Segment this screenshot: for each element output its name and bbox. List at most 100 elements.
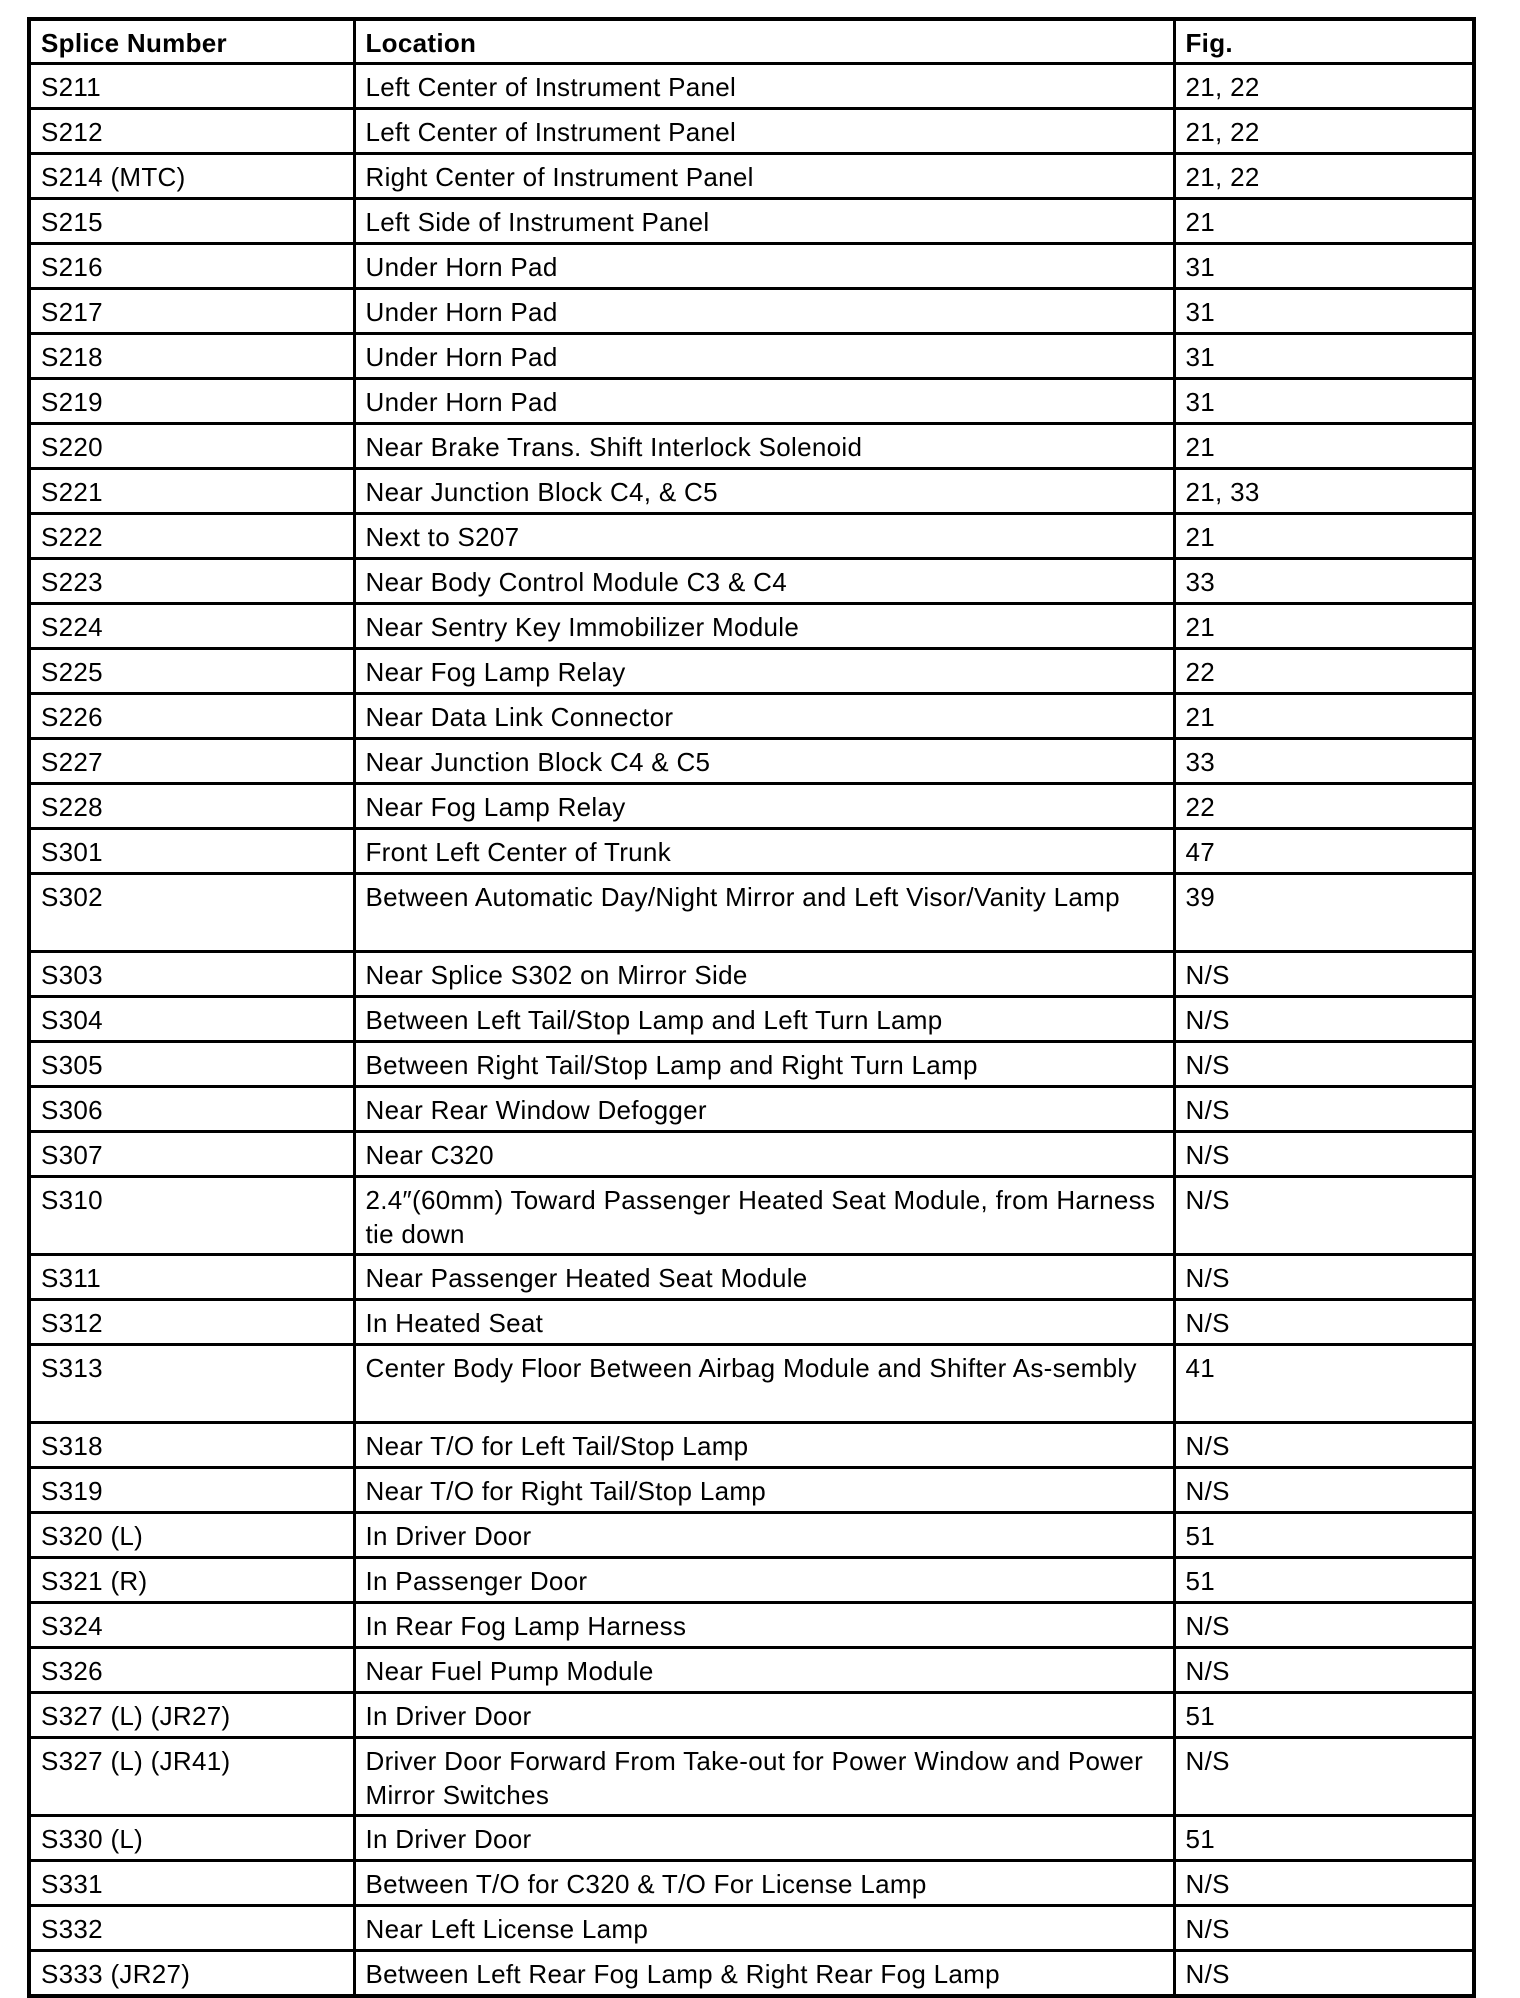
fig-cell: N/S (1172, 1130, 1476, 1178)
table-row: S212 Left Center of Instrument Panel 21, 2… (27, 107, 1476, 155)
table-row: S302 Between Automatic Day/Night Mirror a… (27, 872, 1476, 953)
splice-number-cell: S228 (27, 782, 356, 830)
location-cell: Under Horn Pad (352, 377, 1176, 425)
table-header-row: Splice Number Location Fig. (27, 17, 1476, 65)
fig-cell: N/S (1172, 995, 1476, 1043)
splice-number-cell: S305 (27, 1040, 356, 1088)
table-row: S318 Near T/O for Left Tail/Stop Lamp N/S (27, 1421, 1476, 1469)
splice-number-cell: S312 (27, 1298, 356, 1346)
splice-number-cell: S330 (L) (27, 1814, 356, 1862)
splice-number-cell: S310 (27, 1175, 356, 1256)
location-cell: Near T/O for Left Tail/Stop Lamp (352, 1421, 1176, 1469)
location-cell: Left Side of Instrument Panel (352, 197, 1176, 245)
splice-location-table: Splice Number Location Fig. S211 Left Cen… (27, 17, 1476, 1998)
fig-cell: N/S (1172, 1040, 1476, 1088)
fig-cell: 21, 33 (1172, 467, 1476, 515)
location-cell: Between Left Tail/Stop Lamp and Left Tur… (352, 995, 1176, 1043)
splice-number-cell: S217 (27, 287, 356, 335)
splice-number-cell: S215 (27, 197, 356, 245)
table-row: S225 Near Fog Lamp Relay 22 (27, 647, 1476, 695)
splice-number-cell: S304 (27, 995, 356, 1043)
splice-number-cell: S313 (27, 1343, 356, 1424)
header-location: Location (352, 17, 1176, 65)
table-row: S330 (L) In Driver Door 51 (27, 1814, 1476, 1862)
splice-number-cell: S320 (L) (27, 1511, 356, 1559)
splice-number-cell: S226 (27, 692, 356, 740)
table-row: S214 (MTC) Right Center of Instrument Pan… (27, 152, 1476, 200)
fig-cell: 33 (1172, 557, 1476, 605)
location-cell: Near Rear Window Defogger (352, 1085, 1176, 1133)
table-row: S313 Center Body Floor Between Airbag Mod… (27, 1343, 1476, 1424)
fig-cell: N/S (1172, 1466, 1476, 1514)
splice-number-cell: S319 (27, 1466, 356, 1514)
fig-cell: 51 (1172, 1556, 1476, 1604)
fig-cell: 21, 22 (1172, 62, 1476, 110)
splice-number-cell: S223 (27, 557, 356, 605)
splice-number-cell: S333 (JR27) (27, 1949, 356, 1998)
header-splice-number: Splice Number (27, 17, 356, 65)
table-row: S217 Under Horn Pad 31 (27, 287, 1476, 335)
table-row: S223 Near Body Control Module C3 & C4 33 (27, 557, 1476, 605)
fig-cell: 31 (1172, 332, 1476, 380)
location-cell: Under Horn Pad (352, 242, 1176, 290)
location-cell: In Driver Door (352, 1511, 1176, 1559)
location-cell: Near Splice S302 on Mirror Side (352, 950, 1176, 998)
table-row: S301 Front Left Center of Trunk 47 (27, 827, 1476, 875)
table-row: S226 Near Data Link Connector 21 (27, 692, 1476, 740)
table-row: S311 Near Passenger Heated Seat Module N/S (27, 1253, 1476, 1301)
splice-number-cell: S332 (27, 1904, 356, 1952)
splice-number-cell: S302 (27, 872, 356, 953)
location-cell: Under Horn Pad (352, 332, 1176, 380)
location-cell: Between Left Rear Fog Lamp & Right Rear … (352, 1949, 1176, 1998)
table-row: S320 (L) In Driver Door 51 (27, 1511, 1476, 1559)
location-cell: In Driver Door (352, 1691, 1176, 1739)
fig-cell: 47 (1172, 827, 1476, 875)
table-row: S219 Under Horn Pad 31 (27, 377, 1476, 425)
splice-number-cell: S307 (27, 1130, 356, 1178)
splice-number-cell: S212 (27, 107, 356, 155)
table-body: S211 Left Center of Instrument Panel 21, 2… (27, 62, 1476, 1998)
table-row: S307 Near C320 N/S (27, 1130, 1476, 1178)
fig-cell: 51 (1172, 1814, 1476, 1862)
fig-cell: 22 (1172, 782, 1476, 830)
splice-number-cell: S318 (27, 1421, 356, 1469)
location-cell: Near Brake Trans. Shift Interlock Soleno… (352, 422, 1176, 470)
splice-number-cell: S324 (27, 1601, 356, 1649)
location-cell: Near Body Control Module C3 & C4 (352, 557, 1176, 605)
fig-cell: 22 (1172, 647, 1476, 695)
table-row: S305 Between Right Tail/Stop Lamp and Rig… (27, 1040, 1476, 1088)
splice-number-cell: S331 (27, 1859, 356, 1907)
fig-cell: 21 (1172, 692, 1476, 740)
location-cell: Front Left Center of Trunk (352, 827, 1176, 875)
table-row: S306 Near Rear Window Defogger N/S (27, 1085, 1476, 1133)
table-row: S215 Left Side of Instrument Panel 21 (27, 197, 1476, 245)
location-cell: Next to S207 (352, 512, 1176, 560)
table-row: S224 Near Sentry Key Immobilizer Module 21 (27, 602, 1476, 650)
splice-number-cell: S211 (27, 62, 356, 110)
fig-cell: 51 (1172, 1691, 1476, 1739)
location-cell: Under Horn Pad (352, 287, 1176, 335)
header-fig: Fig. (1172, 17, 1476, 65)
location-cell: Between Automatic Day/Night Mirror and L… (352, 872, 1176, 953)
location-cell: Near Sentry Key Immobilizer Module (352, 602, 1176, 650)
splice-number-cell: S303 (27, 950, 356, 998)
fig-cell: 21, 22 (1172, 107, 1476, 155)
splice-number-cell: S224 (27, 602, 356, 650)
splice-number-cell: S225 (27, 647, 356, 695)
table-row: S218 Under Horn Pad 31 (27, 332, 1476, 380)
splice-number-cell: S301 (27, 827, 356, 875)
fig-cell: 21 (1172, 197, 1476, 245)
location-cell: Left Center of Instrument Panel (352, 62, 1176, 110)
location-cell: Near Left License Lamp (352, 1904, 1176, 1952)
location-cell: Right Center of Instrument Panel (352, 152, 1176, 200)
table-row: S312 In Heated Seat N/S (27, 1298, 1476, 1346)
splice-number-cell: S216 (27, 242, 356, 290)
location-cell: Near Data Link Connector (352, 692, 1176, 740)
fig-cell: N/S (1172, 1175, 1476, 1256)
splice-number-cell: S222 (27, 512, 356, 560)
fig-cell: N/S (1172, 1904, 1476, 1952)
location-cell: In Passenger Door (352, 1556, 1176, 1604)
fig-cell: 31 (1172, 287, 1476, 335)
splice-number-cell: S321 (R) (27, 1556, 356, 1604)
splice-number-cell: S218 (27, 332, 356, 380)
